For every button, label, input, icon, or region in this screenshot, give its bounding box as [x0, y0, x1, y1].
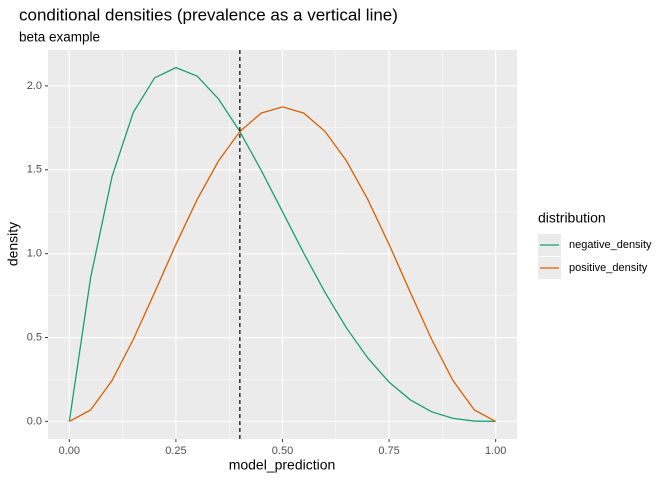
- y-tick-label: 0.5: [27, 331, 42, 343]
- y-axis-label: density: [5, 222, 21, 266]
- x-tick-label: 0.50: [272, 445, 293, 457]
- legend-label: negative_density: [569, 239, 652, 251]
- x-tick-label: 0.75: [378, 445, 399, 457]
- x-tick-label: 0.25: [165, 445, 186, 457]
- legend-label: positive_density: [569, 262, 648, 274]
- y-tick-label: 1.0: [27, 248, 42, 260]
- chart-subtitle: beta example: [19, 30, 100, 45]
- x-tick-label: 1.00: [485, 445, 506, 457]
- y-tick-label: 2.0: [27, 80, 42, 92]
- data-line: [69, 106, 496, 422]
- legend-title: distribution: [538, 210, 606, 226]
- data-line: [68, 66, 496, 423]
- x-axis-label: model_prediction: [229, 457, 336, 473]
- chart-title: conditional densities (prevalence as a v…: [19, 5, 398, 24]
- x-tick-label: 0.00: [59, 445, 80, 457]
- y-tick-label: 0.0: [27, 415, 42, 427]
- y-tick-label: 1.5: [27, 164, 42, 176]
